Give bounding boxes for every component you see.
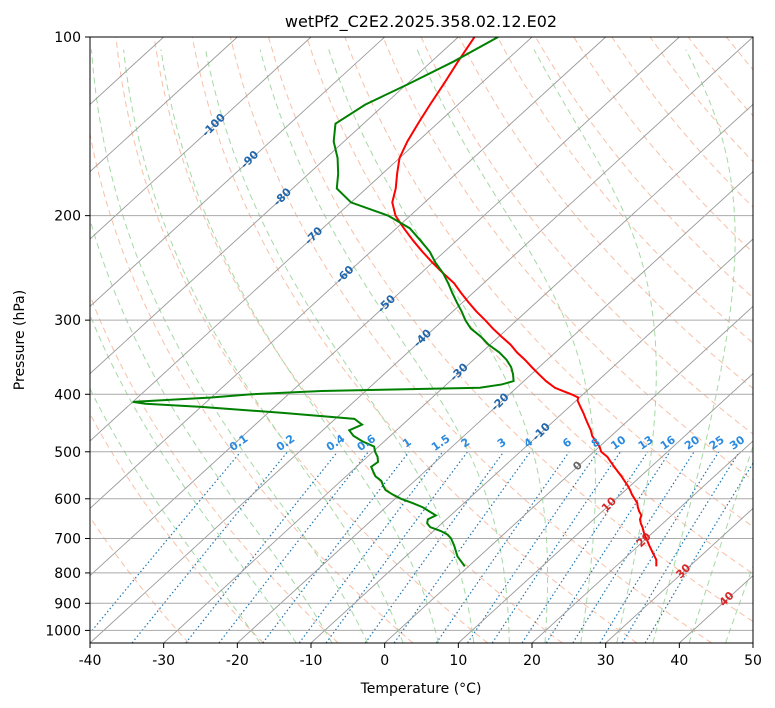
mixing-ratio-line — [467, 451, 599, 643]
chart-title: wetPf2_C2E2.2025.358.02.12.E02 — [285, 12, 557, 32]
isotherm-line — [531, 440, 753, 643]
moist-adiabat — [205, 49, 475, 643]
dry-adiabat — [306, 37, 753, 575]
mixing-ratio-line — [90, 451, 242, 634]
mixing-ratio-line — [364, 451, 505, 643]
dry-adiabat — [90, 412, 264, 643]
dry-adiabat — [420, 37, 753, 435]
isotherm-line — [384, 305, 753, 643]
isotherm-line — [237, 171, 753, 643]
isotherm-line — [90, 37, 238, 173]
tick-layer: -40 -30 -20 -10 0 10 20 30 40 50 100 200 300 400 500 60… — [45, 30, 762, 669]
isotherm-line — [605, 507, 753, 643]
y-tick-label: 200 — [54, 209, 81, 225]
profile-layer — [132, 37, 658, 567]
dry-adiabat — [153, 37, 563, 643]
isotherm-line — [90, 37, 680, 577]
x-tick-label: 40 — [670, 653, 688, 669]
moist-adiabat — [123, 49, 404, 643]
x-tick-label: -30 — [152, 653, 175, 669]
dry-adiabat — [191, 37, 638, 643]
mixing-ratio-line — [325, 451, 469, 643]
y-tick-label: 100 — [54, 30, 81, 46]
moist-adiabat — [90, 217, 333, 643]
temperature-profile — [391, 37, 658, 567]
x-tick-label: -20 — [226, 653, 249, 669]
grid-layer — [90, 37, 775, 643]
moist-adiabat — [90, 49, 369, 643]
moist-adiabat — [533, 49, 657, 643]
isotherm-line — [90, 37, 385, 307]
moist-adiabat — [90, 313, 297, 643]
y-tick-label: 700 — [54, 532, 81, 548]
isotherm-line — [90, 37, 753, 643]
plot-frame — [89, 36, 754, 644]
y-tick-label: 900 — [54, 596, 81, 612]
dewpoint-profile — [132, 37, 515, 567]
mixing-ratio-line — [572, 451, 695, 643]
x-tick-label: -10 — [300, 653, 323, 669]
dry-adiabat — [382, 37, 753, 481]
moist-adiabat — [416, 49, 596, 643]
isotherm-line — [458, 373, 753, 643]
x-tick-label: 10 — [449, 653, 467, 669]
dry-adiabat — [497, 37, 753, 344]
mixing-ratio-line — [435, 451, 570, 643]
moist-adiabat — [652, 49, 736, 643]
isotherm-line — [752, 642, 753, 643]
mixing-ratio-line — [621, 451, 740, 643]
dry-adiabat — [90, 516, 190, 643]
dry-adiabat — [535, 37, 753, 299]
isotherm-line — [90, 37, 533, 442]
y-axis-label: Pressure (hPa) — [12, 290, 28, 390]
dry-adiabat — [229, 37, 712, 643]
isotherm-line — [310, 238, 753, 643]
isotherm-line — [90, 37, 459, 375]
mixing-ratio-line — [131, 451, 289, 643]
dry-adiabat — [115, 37, 488, 643]
moist-adiabat — [259, 49, 510, 643]
isotherm-line — [90, 37, 606, 509]
dry-adiabat — [458, 37, 753, 390]
dry-adiabat — [90, 131, 414, 643]
x-tick-label: 20 — [523, 653, 541, 669]
y-tick-label: 500 — [54, 445, 81, 461]
x-axis-label: Temperature (°C) — [360, 681, 482, 697]
y-tick-label: 300 — [54, 313, 81, 329]
mixing-ratio-line — [644, 462, 753, 643]
dry-adiabat — [268, 37, 753, 623]
moist-adiabat — [160, 49, 439, 643]
y-tick-label: 600 — [54, 492, 81, 508]
y-tick-label: 400 — [54, 387, 81, 403]
mixing-ratio-line — [545, 451, 671, 643]
mixing-ratio-line — [298, 451, 444, 643]
mixing-ratio-line — [262, 451, 410, 643]
x-tick-label: 50 — [744, 653, 762, 669]
x-tick-label: 30 — [597, 653, 615, 669]
mixing-ratio-line — [491, 451, 621, 643]
x-tick-label: 0 — [380, 653, 389, 669]
isotherm-line — [90, 37, 312, 240]
x-tick-label: -40 — [79, 653, 102, 669]
dry-adiabat — [765, 37, 775, 643]
isotherm-line — [163, 103, 753, 643]
mixing-ratio-line — [521, 451, 649, 643]
moist-adiabat — [328, 49, 549, 643]
y-tick-label: 1000 — [45, 623, 81, 639]
y-tick-label: 800 — [54, 566, 81, 582]
mixing-ratio-line — [185, 451, 339, 643]
moist-adiabat — [688, 444, 753, 643]
